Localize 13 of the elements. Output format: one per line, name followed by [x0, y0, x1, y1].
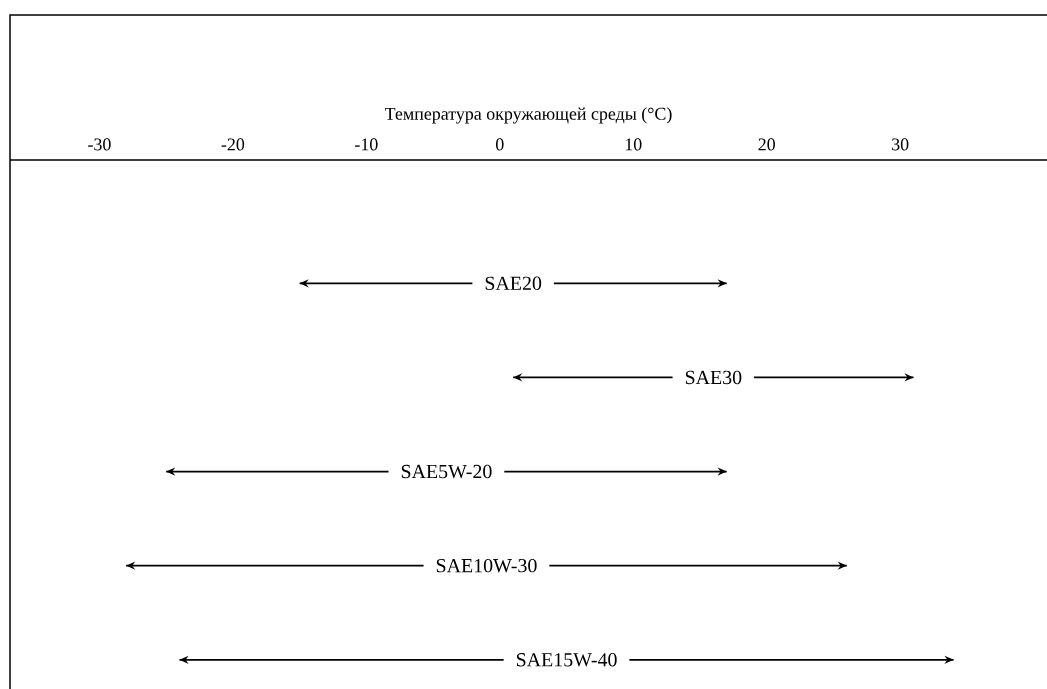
x-tick-label: 10: [625, 138, 642, 151]
x-tick-label: 20: [758, 138, 775, 151]
y-tick-label: SAE10W-30: [436, 558, 537, 573]
y-tick-label: SAE5W-20: [401, 464, 492, 479]
x-tick-label: 30: [892, 138, 909, 151]
x-tick-label: -20: [221, 138, 245, 151]
x-tick-label: -10: [355, 138, 378, 151]
x-tick-label: -30: [88, 138, 111, 151]
y-tick-label: SAE20: [485, 276, 542, 291]
y-tick-label: SAE15W-40: [516, 653, 617, 667]
y-tick-label: SAE30: [685, 370, 742, 385]
x-tick-label: 0: [496, 138, 504, 151]
x-axis-title: Температура окружающей среды (°C): [384, 107, 672, 124]
